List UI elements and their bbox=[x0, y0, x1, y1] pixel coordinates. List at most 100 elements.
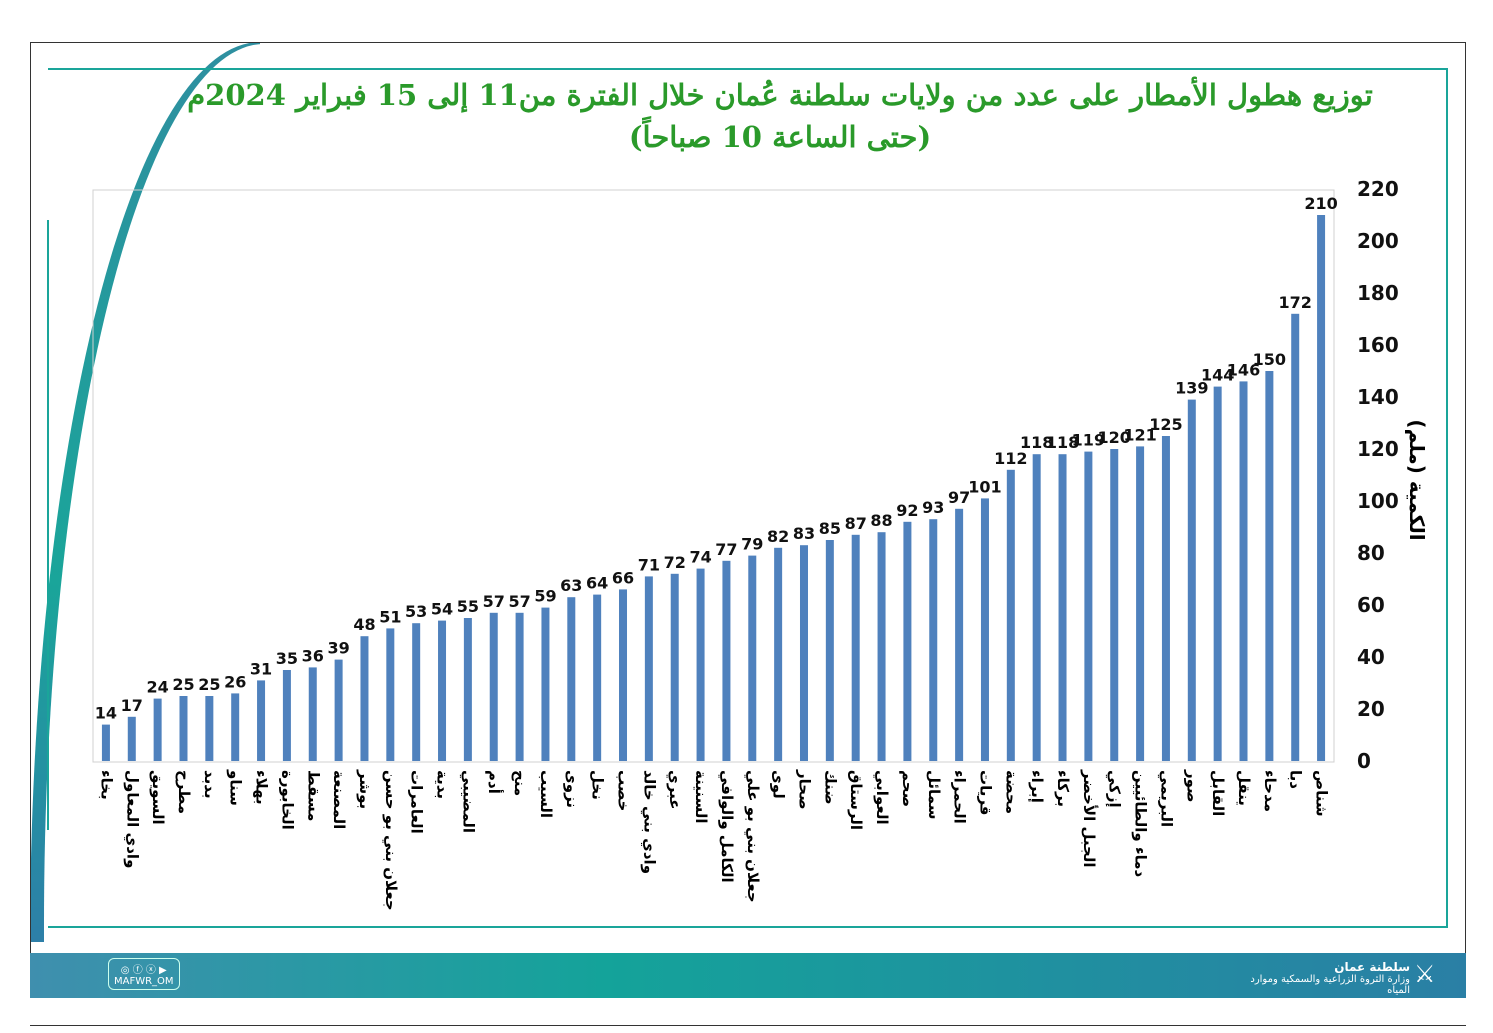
category-label: عبري bbox=[665, 770, 684, 809]
bar bbox=[799, 545, 808, 761]
data-label: 87 bbox=[845, 514, 867, 533]
bar bbox=[153, 698, 162, 761]
bar bbox=[412, 623, 421, 761]
data-label: 83 bbox=[793, 524, 815, 543]
bar bbox=[877, 532, 886, 761]
category-label: جعلان بني بو علي bbox=[744, 770, 762, 903]
category-label: السيب bbox=[537, 770, 555, 818]
category-label: لوى bbox=[770, 770, 788, 799]
data-label: 25 bbox=[172, 675, 194, 694]
data-label: 53 bbox=[405, 602, 427, 621]
left-accent-line bbox=[47, 220, 49, 830]
social-links[interactable]: ◎ ⓕ ⓧ ▶ MAFWR_OM bbox=[108, 958, 180, 990]
data-label: 125 bbox=[1149, 415, 1182, 434]
data-label: 85 bbox=[819, 519, 841, 538]
data-label: 26 bbox=[224, 672, 246, 691]
bar bbox=[386, 628, 395, 761]
category-label: العامرات bbox=[408, 770, 426, 834]
y-tick-label: 180 bbox=[1357, 281, 1399, 305]
bar bbox=[851, 534, 860, 761]
category-label: أدم bbox=[485, 770, 504, 794]
data-label: 93 bbox=[922, 498, 944, 517]
category-label: سمائل bbox=[925, 770, 943, 819]
category-label: الحمراء bbox=[951, 770, 969, 824]
bar bbox=[825, 540, 834, 761]
data-label: 24 bbox=[147, 678, 169, 697]
category-label: البريمي bbox=[1157, 770, 1175, 827]
bar bbox=[1136, 446, 1145, 761]
data-label: 92 bbox=[896, 501, 918, 520]
category-label: سناو bbox=[227, 769, 245, 806]
y-tick-label: 220 bbox=[1357, 177, 1399, 201]
data-label: 59 bbox=[534, 587, 556, 606]
category-label: القابل bbox=[1209, 770, 1227, 816]
category-label: ينقل bbox=[1235, 770, 1253, 806]
data-label: 63 bbox=[560, 576, 582, 595]
y-tick-label: 100 bbox=[1357, 489, 1399, 513]
bar bbox=[1006, 469, 1015, 761]
category-label: صحم bbox=[899, 770, 917, 807]
category-label: صور bbox=[1183, 769, 1201, 803]
chart-title: توزيع هطول الأمطار على عدد من ولايات سلط… bbox=[187, 78, 1373, 112]
data-label: 39 bbox=[327, 639, 349, 658]
data-label: 36 bbox=[302, 646, 324, 665]
y-tick-label: 0 bbox=[1357, 749, 1371, 773]
category-label: بهلاء bbox=[253, 770, 271, 805]
category-label: السويق bbox=[149, 770, 167, 825]
data-label: 172 bbox=[1279, 293, 1312, 312]
data-label: 17 bbox=[121, 696, 143, 715]
y-tick-label: 160 bbox=[1357, 333, 1399, 357]
bar bbox=[1161, 436, 1170, 761]
bar bbox=[748, 555, 757, 761]
bar bbox=[593, 594, 602, 761]
bar bbox=[360, 636, 369, 761]
data-label: 79 bbox=[741, 535, 763, 554]
y-tick-label: 120 bbox=[1357, 437, 1399, 461]
data-label: 55 bbox=[457, 597, 479, 616]
category-label: مطرح bbox=[175, 770, 193, 814]
category-label: جعلان بني بو حسن bbox=[382, 770, 400, 911]
bar bbox=[1110, 449, 1119, 761]
data-label: 150 bbox=[1253, 350, 1286, 369]
data-label: 146 bbox=[1227, 360, 1260, 379]
bar bbox=[282, 670, 291, 761]
y-tick-label: 80 bbox=[1357, 541, 1385, 565]
data-label: 120 bbox=[1098, 428, 1131, 447]
bar bbox=[489, 612, 498, 761]
y-axis-label: الكمية (ملم) bbox=[1405, 419, 1429, 540]
category-label: دماء والطائيين bbox=[1132, 770, 1150, 878]
data-label: 97 bbox=[948, 488, 970, 507]
data-label: 119 bbox=[1072, 431, 1105, 450]
bar bbox=[567, 597, 576, 761]
category-label: شناص bbox=[1313, 770, 1331, 817]
bar bbox=[929, 519, 938, 761]
bar bbox=[774, 547, 783, 761]
category-label: صحار bbox=[795, 769, 813, 810]
category-label: إزكي bbox=[1106, 770, 1124, 808]
footer-band bbox=[30, 953, 1466, 998]
bar bbox=[231, 693, 240, 761]
bar bbox=[696, 568, 705, 761]
bar bbox=[127, 716, 136, 761]
bar bbox=[722, 560, 731, 761]
data-label: 48 bbox=[353, 615, 375, 634]
bar bbox=[515, 612, 524, 761]
social-icons: ◎ ⓕ ⓧ ▶ bbox=[120, 965, 167, 976]
data-label: 57 bbox=[508, 592, 530, 611]
data-label: 51 bbox=[379, 607, 401, 626]
bar bbox=[1032, 454, 1041, 761]
data-label: 64 bbox=[586, 574, 608, 593]
data-label: 31 bbox=[250, 659, 272, 678]
plot-area bbox=[92, 189, 1335, 763]
category-label: نخل bbox=[589, 770, 607, 800]
bar bbox=[903, 521, 912, 761]
ministry-name: سلطنة عمان وزارة الثروة الزراعية والسمكي… bbox=[1250, 960, 1410, 996]
data-label: 25 bbox=[198, 675, 220, 694]
category-label: نزوى bbox=[563, 770, 581, 808]
bar bbox=[179, 696, 188, 761]
bar bbox=[955, 508, 964, 761]
data-label: 54 bbox=[431, 600, 453, 619]
y-tick-label: 200 bbox=[1357, 229, 1399, 253]
category-label: خصب bbox=[615, 770, 633, 811]
